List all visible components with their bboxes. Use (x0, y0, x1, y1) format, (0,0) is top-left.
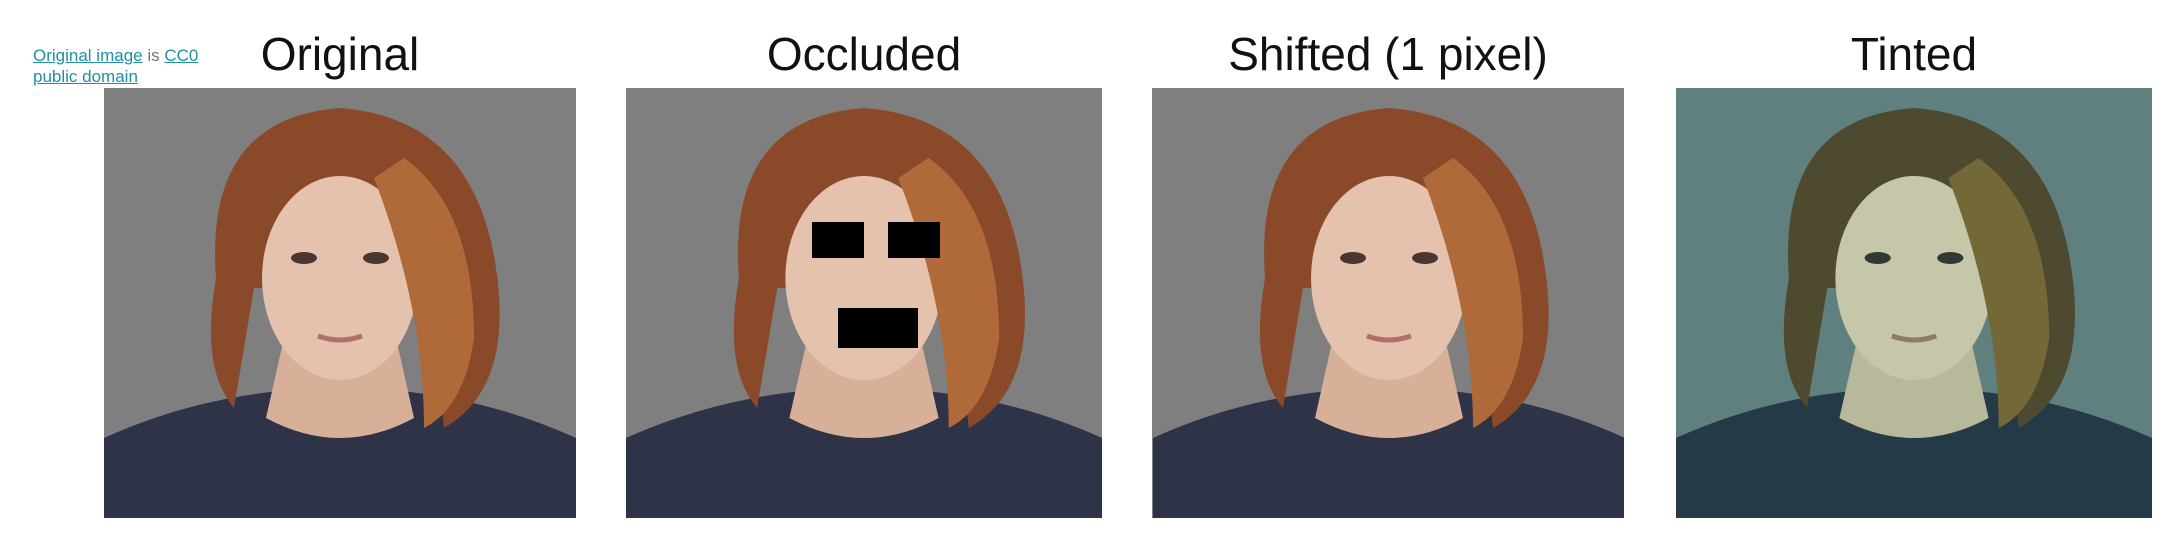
license-link-line2: public domain (33, 67, 138, 86)
portrait-occluded (626, 88, 1102, 518)
occlusion-right-eye (888, 222, 940, 258)
original-image-link[interactable]: Original image (33, 46, 143, 65)
panel-shifted: Shifted (1 pixel) (1152, 24, 1624, 518)
credit-connector: is (142, 46, 165, 65)
photo-original (104, 88, 576, 518)
photo-tinted (1676, 88, 2152, 518)
panel-title-original: Original (260, 28, 420, 80)
portrait-tinted (1676, 88, 2152, 518)
occlusion-left-eye (812, 222, 864, 258)
panel-tinted: Tinted (1676, 24, 2152, 518)
occlusion-mouth (838, 308, 918, 348)
image-credit: Original image is CC0 public domain (33, 45, 223, 87)
photo-occluded (626, 88, 1102, 518)
panel-title-occluded: Occluded (766, 28, 962, 80)
panel-title-shifted: Shifted (1 pixel) (1228, 28, 1548, 80)
panel-occluded: Occluded (626, 24, 1102, 518)
panel-title-tinted: Tinted (1850, 28, 1978, 80)
panel-original: Original (104, 24, 576, 518)
license-link[interactable]: CC0 public domain (33, 46, 198, 86)
photo-shifted (1152, 88, 1624, 518)
portrait-original (104, 88, 576, 518)
license-link-line1: CC0 (164, 46, 199, 65)
portrait-shifted (1152, 88, 1624, 518)
